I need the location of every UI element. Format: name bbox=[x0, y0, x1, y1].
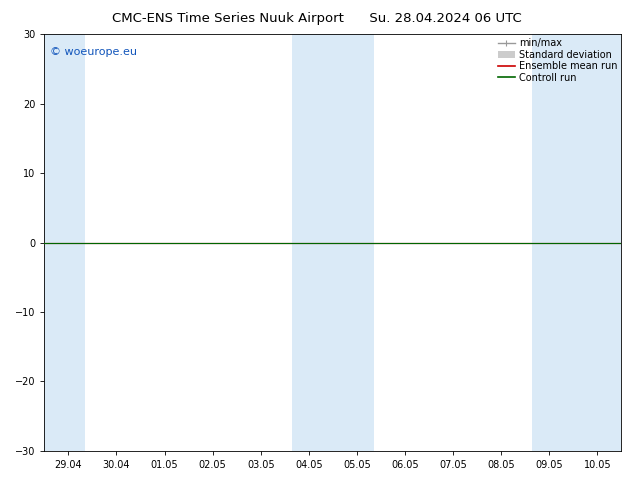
Legend: min/max, Standard deviation, Ensemble mean run, Controll run: min/max, Standard deviation, Ensemble me… bbox=[496, 36, 619, 84]
Bar bbox=[533, 34, 621, 451]
Bar bbox=[44, 34, 85, 451]
Text: CMC-ENS Time Series Nuuk Airport      Su. 28.04.2024 06 UTC: CMC-ENS Time Series Nuuk Airport Su. 28.… bbox=[112, 12, 522, 25]
Bar bbox=[292, 34, 373, 451]
Text: © woeurope.eu: © woeurope.eu bbox=[50, 47, 137, 57]
